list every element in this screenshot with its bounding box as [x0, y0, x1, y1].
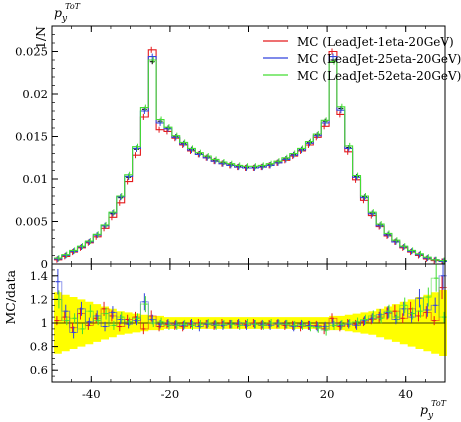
- y-tick-label: 0: [41, 257, 48, 271]
- ratio-panel: 0.6 0.8 1 1.2 1.4 -40 -20 0 20 40 MC/data: [3, 261, 447, 401]
- ratio-yticks: 0.6 0.8 1 1.2 1.4: [30, 263, 58, 383]
- mc-series-line: [54, 56, 447, 262]
- x-axis-label: py ToT: [420, 399, 447, 421]
- title-sub: y: [61, 14, 68, 24]
- y-tick-label: 0.005: [15, 215, 48, 229]
- title-main: p: [54, 5, 62, 20]
- ratio-ylabel: MC/data: [3, 269, 18, 324]
- x-axis-label-main: p: [420, 402, 428, 417]
- mc-series: [54, 53, 447, 265]
- ratio-series-item: [54, 264, 447, 336]
- ratio-y-tick-label: 0.8: [30, 340, 48, 354]
- y-tick-label: 0.01: [22, 172, 48, 186]
- legend: MC (LeadJet-1eta-20GeV) MC (LeadJet-25et…: [263, 35, 461, 83]
- x-tick-label: -20: [161, 387, 180, 401]
- title-sup: ToT: [65, 2, 81, 11]
- x-tick-label: 40: [398, 387, 413, 401]
- legend-item: MC (LeadJet-52eta-20GeV): [263, 69, 461, 83]
- y-tick-label: 0.025: [15, 45, 48, 59]
- ratio-series: [54, 261, 447, 339]
- legend-label: MC (LeadJet-25eta-20GeV): [297, 52, 461, 66]
- main-yticks: 0 0.005 0.01 0.015 0.02 0.025: [15, 25, 446, 271]
- main-panel: 0 0.005 0.01 0.015 0.02 0.025 1/N: [15, 25, 447, 271]
- legend-item: MC (LeadJet-1eta-20GeV): [263, 35, 454, 49]
- mc-series-line: [54, 59, 447, 262]
- x-tick-label: 20: [320, 387, 335, 401]
- mc-series: [54, 57, 447, 264]
- y-tick-label: 0.02: [22, 87, 48, 101]
- ratio-y-tick-label: 1: [41, 316, 48, 330]
- ratio-y-tick-label: 1.2: [30, 292, 48, 306]
- page-title: py ToT: [54, 2, 81, 24]
- legend-item: MC (LeadJet-25eta-20GeV): [263, 52, 461, 66]
- legend-label: MC (LeadJet-1eta-20GeV): [297, 35, 454, 49]
- ratio-y-tick-label: 1.4: [30, 269, 48, 283]
- ratio-xticks: -40 -20 0 20 40: [51, 264, 446, 401]
- main-ylabel: 1/N: [33, 26, 48, 49]
- y-tick-label: 0.015: [15, 130, 48, 144]
- x-axis-label-sup: ToT: [431, 399, 447, 408]
- x-tick-label: -40: [82, 387, 101, 401]
- x-tick-label: 0: [245, 387, 252, 401]
- main-series: [54, 46, 447, 265]
- x-axis-label-sub: y: [427, 411, 434, 421]
- legend-label: MC (LeadJet-52eta-20GeV): [297, 69, 461, 83]
- ratio-series-line: [54, 277, 447, 331]
- ratio-y-tick-label: 0.6: [30, 363, 48, 377]
